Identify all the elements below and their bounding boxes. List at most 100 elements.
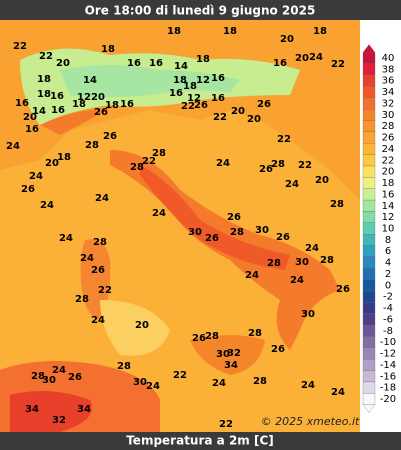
temperature-label: 26: [257, 99, 271, 110]
scale-label: 6: [385, 246, 391, 257]
temperature-label: 28: [93, 237, 107, 248]
temperature-label: 34: [77, 404, 91, 415]
scale-swatch: [362, 370, 376, 383]
temperature-label: 24: [6, 141, 20, 152]
temperature-label: 24: [152, 208, 166, 219]
scale-swatch: [362, 86, 376, 98]
temperature-label: 26: [271, 344, 285, 355]
scale-label: 20: [382, 167, 395, 178]
scale-swatch: [362, 393, 376, 405]
temperature-label: 26: [94, 107, 108, 118]
temperature-label: 18: [105, 100, 119, 111]
temperature-label: 22: [98, 285, 112, 296]
temperature-label: 24: [29, 171, 43, 182]
temperature-label: 30: [216, 349, 230, 360]
temperature-label: 24: [52, 365, 66, 376]
temperature-label: 30: [295, 257, 309, 268]
temperature-label: 30: [42, 375, 56, 386]
temperature-label: 28: [253, 376, 267, 387]
temperature-label: 26: [276, 232, 290, 243]
temperature-label: 26: [91, 265, 105, 276]
scale-swatch: [362, 74, 376, 87]
scale-label: 24: [382, 144, 395, 155]
scale-label: 40: [382, 53, 395, 64]
scale-swatch: [362, 336, 376, 349]
scale-swatch: [362, 324, 376, 337]
temperature-label: 18: [183, 81, 197, 92]
temperature-label: 22: [173, 370, 187, 381]
temperature-label: 30: [301, 309, 315, 320]
scale-swatch: [362, 234, 376, 246]
scale-swatch: [362, 63, 376, 76]
temperature-label: 30: [188, 227, 202, 238]
scale-swatch: [362, 154, 376, 167]
scale-swatch: [362, 302, 376, 314]
scale-label: -12: [380, 349, 396, 360]
scale-arrow-bottom: [362, 404, 376, 413]
temperature-label: 18: [101, 44, 115, 55]
temperature-label: 20: [280, 34, 294, 45]
temperature-label: 24: [245, 270, 259, 281]
temperature-label: 28: [271, 159, 285, 170]
temperature-label: 22: [331, 59, 345, 70]
temperature-label: 18: [313, 26, 327, 37]
temperature-label: 14: [32, 106, 46, 117]
temperature-label: 18: [167, 26, 181, 37]
scale-swatch: [362, 143, 376, 155]
scale-swatch: [362, 313, 376, 326]
temperature-label: 34: [25, 404, 39, 415]
temperature-label: 20: [23, 112, 37, 123]
scale-label: 22: [382, 155, 395, 166]
scale-label: 26: [382, 133, 395, 144]
scale-label: 36: [382, 76, 395, 87]
temperature-label: 12: [77, 92, 91, 103]
scale-label: 38: [382, 64, 395, 75]
temperature-label: 24: [285, 179, 299, 190]
temperature-label: 24: [216, 158, 230, 169]
temperature-label: 22: [181, 101, 195, 112]
temperature-label: 16: [273, 58, 287, 69]
temperature-label: 24: [95, 193, 109, 204]
scale-label: 8: [385, 235, 391, 246]
temperature-label: 20: [135, 320, 149, 331]
temperature-label: 24: [290, 275, 304, 286]
temperature-label: 18: [173, 75, 187, 86]
temperature-label: 28: [330, 199, 344, 210]
temperature-label: 20: [56, 58, 70, 69]
title-bar: [0, 0, 401, 20]
temperature-label: 28: [320, 255, 334, 266]
scale-swatch: [362, 109, 376, 121]
footer-bar: [0, 432, 401, 450]
scale-label: 32: [382, 98, 395, 109]
temperature-label: 24: [309, 52, 323, 63]
scale-swatch: [362, 199, 376, 212]
temperature-label: 18: [37, 89, 51, 100]
scale-swatch: [362, 268, 376, 280]
scale-swatch: [362, 165, 376, 178]
temperature-label: 26: [259, 164, 273, 175]
scale-label: -6: [383, 314, 393, 325]
temperature-label: 20: [45, 158, 59, 169]
temperature-label: 14: [174, 61, 188, 72]
temperature-label: 24: [91, 315, 105, 326]
temperature-label: 24: [59, 233, 73, 244]
scale-swatch: [362, 256, 376, 269]
map: [0, 20, 360, 432]
title: Ore 18:00 di lunedì 9 giugno 2025: [85, 4, 316, 18]
temperature-label: 16: [50, 91, 64, 102]
temperature-label: 24: [80, 253, 94, 264]
temperature-label: 24: [146, 381, 160, 392]
temperature-label: 32: [227, 348, 241, 359]
scale-label: 14: [382, 201, 395, 212]
scale-swatch: [362, 131, 376, 144]
temperature-label: 28: [31, 371, 45, 382]
temperature-label: 20: [295, 53, 309, 64]
scale-swatch: [362, 177, 376, 189]
scale-label: 4: [385, 258, 391, 269]
temperature-label: 22: [13, 41, 27, 52]
temperature-label: 20: [315, 175, 329, 186]
scale-swatch: [362, 359, 376, 371]
temperature-label: 16: [127, 58, 141, 69]
temperature-label: 24: [212, 378, 226, 389]
